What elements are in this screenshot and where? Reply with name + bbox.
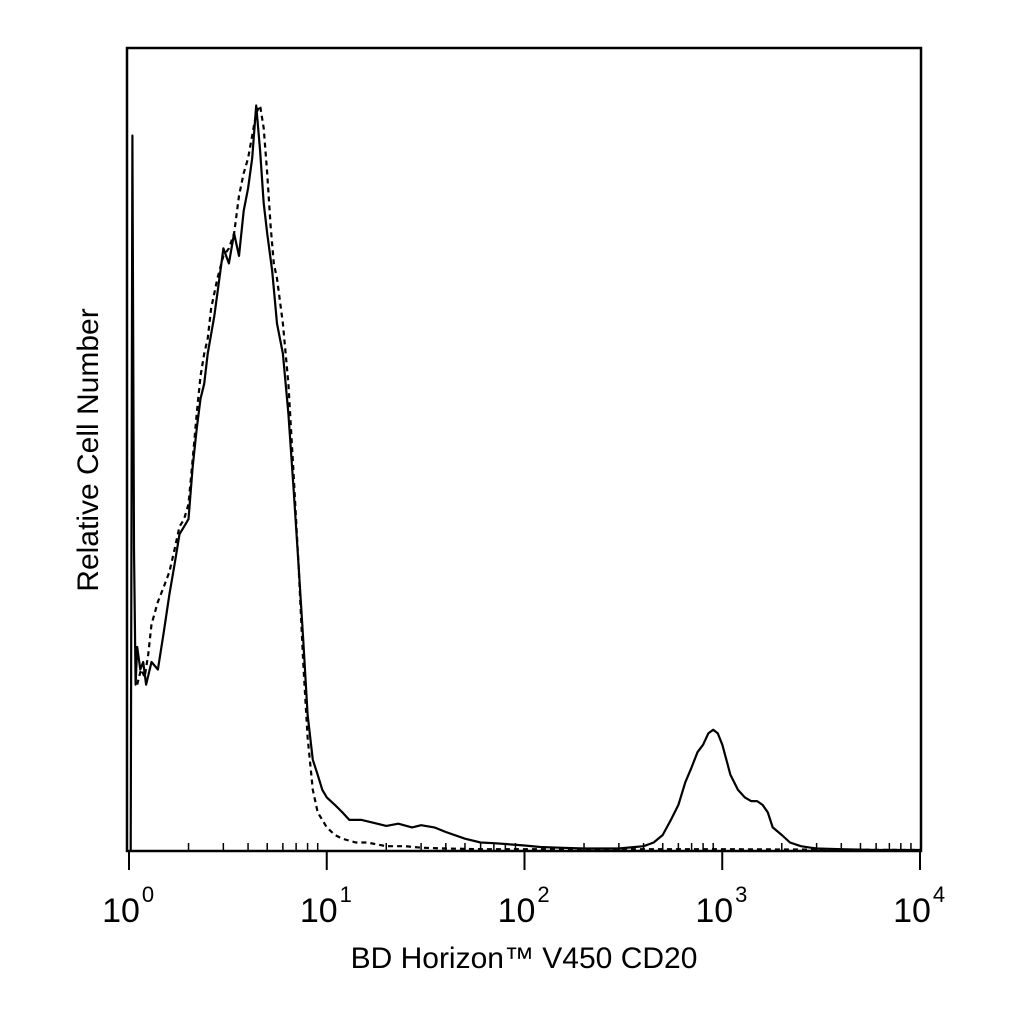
x-tick-label: 10 xyxy=(893,892,931,930)
x-tick-label: 10 xyxy=(300,892,338,930)
x-tick-exponent: 0 xyxy=(142,882,154,907)
series-layer xyxy=(129,104,921,852)
x-tick-exponent: 3 xyxy=(735,882,747,907)
x-tick-exponent: 2 xyxy=(537,882,549,907)
series-solid-line xyxy=(129,104,920,852)
x-tick-label: 10 xyxy=(695,892,733,930)
x-tick-exponent: 4 xyxy=(933,882,945,907)
x-tick-label: 10 xyxy=(102,892,140,930)
x-tick-exponent: 1 xyxy=(340,882,352,907)
x-axis-ticks: 10 0 10 1 10 2 10 3 10 4 xyxy=(102,843,945,930)
x-tick-label: 10 xyxy=(498,892,536,930)
y-axis-title: Relative Cell Number xyxy=(72,308,105,591)
x-axis-title: BD Horizon™ V450 CD20 xyxy=(351,942,698,975)
series-dashed-line xyxy=(136,104,921,852)
